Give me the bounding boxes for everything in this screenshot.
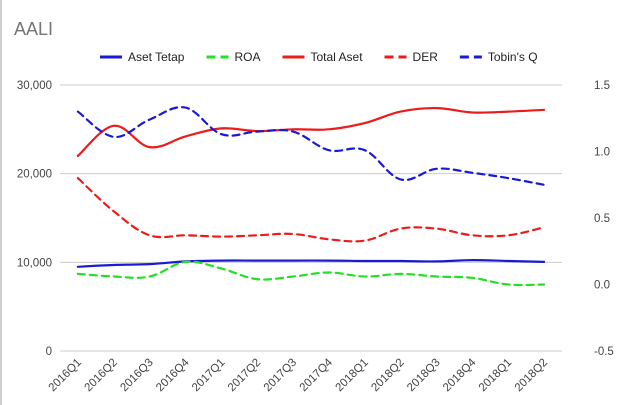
right-tick-label: 0.5 xyxy=(594,213,610,225)
legend: Aset Tetap ROA Total Aset DER Tobin's Q xyxy=(100,50,538,64)
series-line-tobin-s-q xyxy=(76,106,546,186)
x-tick-label: 2017Q4 xyxy=(298,356,336,394)
left-tick-label: 0 xyxy=(46,346,52,358)
x-tick-label: 2018Q4 xyxy=(441,356,479,394)
left-tick-label: 10,000 xyxy=(17,257,52,269)
x-tick-label: 2017Q1 xyxy=(190,357,227,394)
right-axis: -0.5 0.0 0.5 1.0 1.5 xyxy=(594,80,614,358)
x-tick-label: 2018Q1 xyxy=(477,357,514,394)
legend-item: DER xyxy=(384,50,439,64)
right-tick-label: 1.0 xyxy=(594,147,610,159)
legend-label: Total Aset xyxy=(311,50,364,64)
x-tick-label: 2017Q3 xyxy=(262,357,299,394)
legend-item: Aset Tetap xyxy=(100,50,185,64)
x-tick-label: 2018Q3 xyxy=(405,357,442,394)
left-tick-label: 20,000 xyxy=(17,169,52,181)
x-tick-label: 2016Q1 xyxy=(47,357,84,394)
legend-item: ROA xyxy=(206,50,261,64)
series-line-der xyxy=(76,177,546,243)
legend-label: ROA xyxy=(234,50,260,64)
chart-title: AALI xyxy=(14,19,53,39)
series-line-aset-tetap xyxy=(76,258,546,268)
legend-item: Tobin's Q xyxy=(459,50,538,64)
right-tick-label: 1.5 xyxy=(594,80,610,92)
left-axis: 0 10,000 20,000 30,000 xyxy=(17,80,52,358)
legend-label: Tobin's Q xyxy=(488,50,538,64)
series-line-total-aset xyxy=(76,106,546,157)
right-tick-label: 0.0 xyxy=(594,280,610,292)
gridlines xyxy=(60,84,562,352)
x-tick-label: 2017Q2 xyxy=(226,357,263,394)
x-tick-label: 2016Q2 xyxy=(82,357,119,394)
series-group xyxy=(76,106,546,287)
left-tick-label: 30,000 xyxy=(17,80,52,92)
right-tick-label: -0.5 xyxy=(594,346,614,358)
series-line-roa xyxy=(76,260,546,287)
x-tick-label: 2016Q4 xyxy=(154,356,192,394)
x-tick-label: 2018Q2 xyxy=(513,357,550,394)
x-tick-label: 2018Q2 xyxy=(369,357,406,394)
x-tick-label: 2016Q3 xyxy=(118,357,155,394)
legend-label: DER xyxy=(413,50,439,64)
x-tick-label: 2018Q1 xyxy=(333,357,370,394)
x-axis: 2016Q12016Q22016Q32016Q42017Q12017Q22017… xyxy=(47,356,551,394)
legend-item: Total Aset xyxy=(282,50,364,64)
legend-label: Aset Tetap xyxy=(128,50,185,64)
